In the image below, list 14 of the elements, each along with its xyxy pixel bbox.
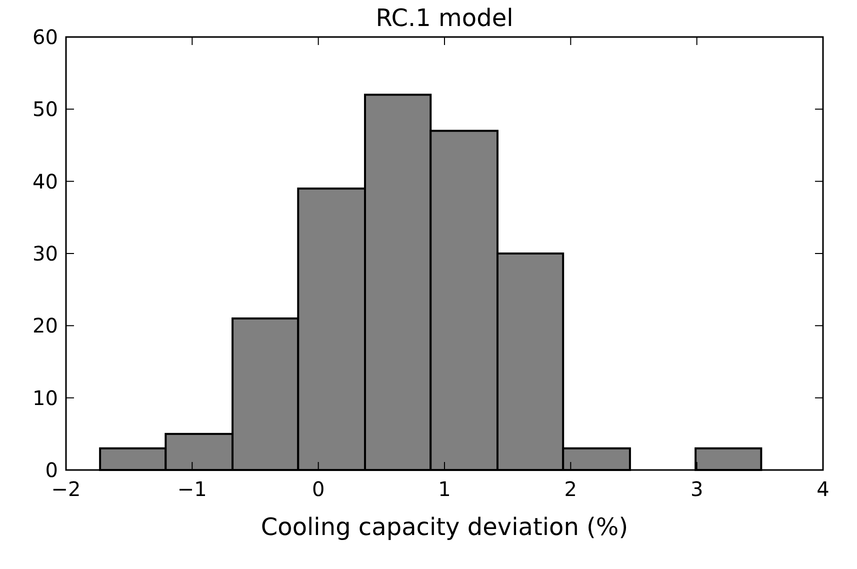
x-tick-label: −1 [177,477,207,501]
y-tick-label: 50 [32,97,58,122]
x-tick-label: 3 [690,477,704,501]
y-tick-label: 10 [32,386,58,410]
y-tick-label: 30 [32,242,58,266]
y-tick-label: 20 [32,314,58,338]
x-tick-label: 4 [816,477,830,501]
x-tick-label: 0 [312,477,325,501]
x-tick-label: 1 [438,477,451,501]
x-tick-label: 2 [564,477,578,501]
chart-title: RC.1 model [376,4,514,32]
y-tick-label: 40 [32,169,58,194]
y-tick-label: 60 [32,25,58,49]
x-axis-title: Cooling capacity deviation (%) [260,513,628,541]
